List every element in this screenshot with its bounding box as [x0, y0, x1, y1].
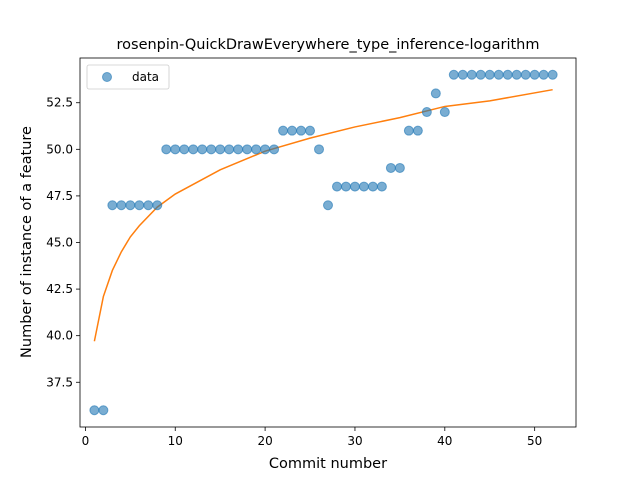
- x-tick-label: 50: [527, 434, 542, 448]
- data-point: [367, 181, 378, 192]
- data-point: [107, 200, 118, 211]
- y-tick-label: 40.0: [46, 329, 73, 343]
- data-point: [394, 162, 405, 173]
- x-tick-label: 40: [437, 434, 452, 448]
- data-point: [260, 144, 271, 155]
- data-point: [511, 69, 522, 80]
- data-point: [430, 88, 441, 99]
- legend-marker: [102, 72, 112, 82]
- data-point: [547, 69, 558, 80]
- data-point: [251, 144, 262, 155]
- data-point: [493, 69, 504, 80]
- data-point: [305, 125, 316, 136]
- data-point: [206, 144, 217, 155]
- data-point: [340, 181, 351, 192]
- fit-line: [93, 88, 553, 342]
- data-point: [520, 69, 531, 80]
- data-point: [403, 125, 414, 136]
- y-tick-label: 47.5: [46, 189, 73, 203]
- legend-box: [86, 64, 170, 90]
- data-point: [466, 69, 477, 80]
- y-tick-label: 50.0: [46, 142, 73, 156]
- y-tick-label: 37.5: [46, 375, 73, 389]
- data-point: [349, 181, 360, 192]
- data-point: [98, 405, 109, 416]
- data-point: [125, 200, 136, 211]
- x-axis-ticks: 0 10 20 30 40 50: [82, 427, 542, 448]
- data-point: [421, 107, 432, 118]
- data-point: [538, 69, 549, 80]
- y-tick-label: 45.0: [46, 236, 73, 250]
- data-point: [439, 107, 450, 118]
- data-point: [170, 144, 181, 155]
- data-point: [161, 144, 172, 155]
- data-point: [331, 181, 342, 192]
- data-point: [278, 125, 289, 136]
- data-point: [269, 144, 280, 155]
- data-point: [179, 144, 190, 155]
- plot-area: [89, 69, 558, 416]
- legend: data: [86, 64, 170, 90]
- data-point: [296, 125, 307, 136]
- data-point: [134, 200, 145, 211]
- data-point: [358, 181, 369, 192]
- data-point: [116, 200, 127, 211]
- x-tick-label: 30: [347, 434, 362, 448]
- data-point: [385, 162, 396, 173]
- x-tick-label: 20: [257, 434, 272, 448]
- axes-frame: [79, 57, 577, 428]
- data-point: [152, 200, 163, 211]
- chart-title: rosenpin-QuickDrawEverywhere_type_infere…: [117, 37, 540, 53]
- data-point: [287, 125, 298, 136]
- y-tick-label: 42.5: [46, 282, 73, 296]
- x-axis-label: Commit number: [269, 456, 387, 472]
- y-axis-label: Number of instance of a feature: [19, 126, 35, 358]
- data-point: [314, 144, 325, 155]
- y-axis-ticks: 37.5 40.0 42.5 45.0 47.5 50.0 52.5: [46, 96, 80, 389]
- data-point: [224, 144, 235, 155]
- data-point: [502, 69, 513, 80]
- data-point: [484, 69, 495, 80]
- data-point: [457, 69, 468, 80]
- fit-layer: [93, 88, 553, 342]
- data-point: [448, 69, 459, 80]
- data-point: [412, 125, 423, 136]
- x-tick-label: 10: [168, 434, 183, 448]
- data-point: [143, 200, 154, 211]
- data-point: [215, 144, 226, 155]
- data-point: [233, 144, 244, 155]
- x-tick-label: 0: [82, 434, 90, 448]
- points-layer: [89, 69, 558, 416]
- data-point: [376, 181, 387, 192]
- data-point: [323, 200, 333, 211]
- data-point: [242, 144, 253, 155]
- data-point: [529, 69, 540, 80]
- data-point: [197, 144, 208, 155]
- data-point: [475, 69, 486, 80]
- data-point: [89, 405, 100, 416]
- y-tick-label: 52.5: [46, 96, 73, 110]
- data-point: [188, 144, 199, 155]
- legend-entry-data: data: [132, 70, 159, 84]
